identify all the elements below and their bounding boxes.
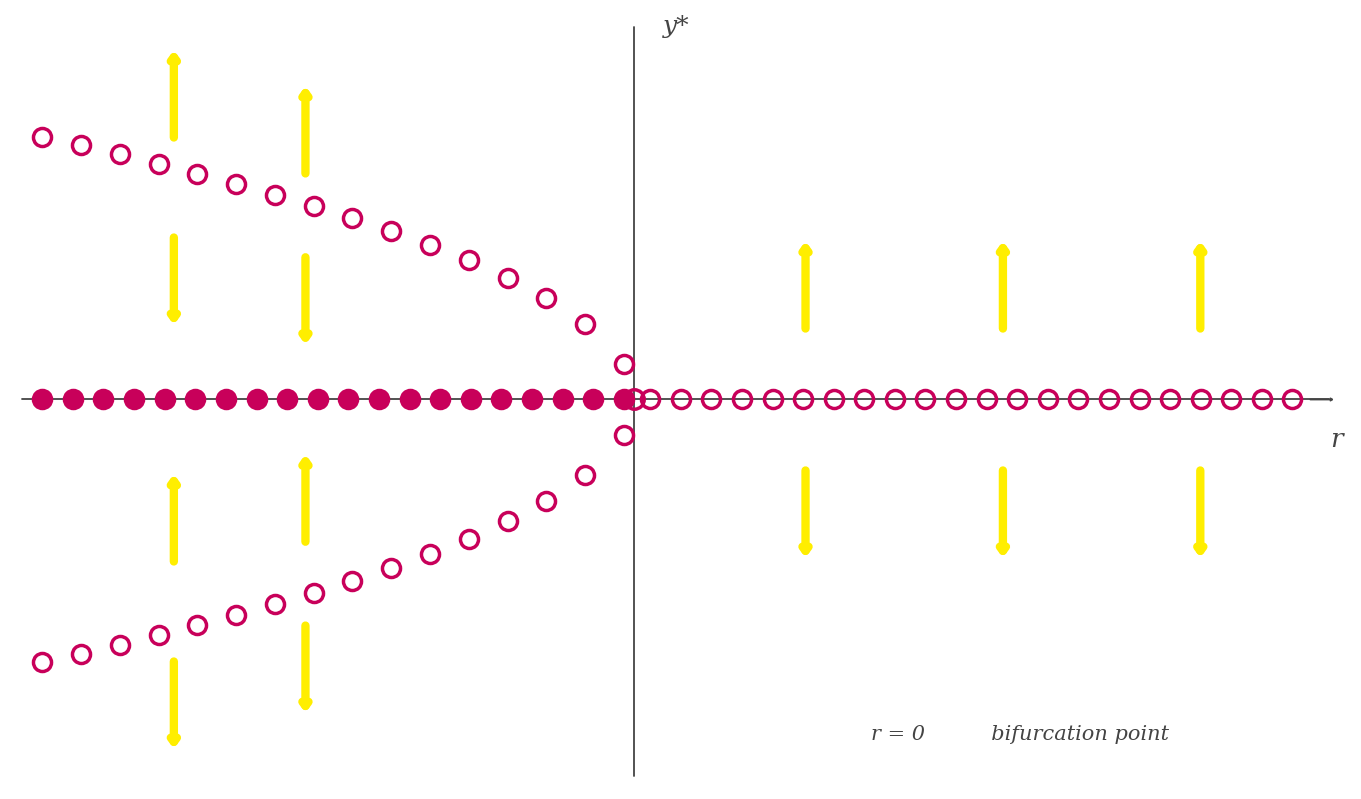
Text: y*: y* — [663, 15, 690, 38]
Text: r: r — [1330, 427, 1343, 451]
Text: r = 0          bifurcation point: r = 0 bifurcation point — [871, 725, 1169, 744]
